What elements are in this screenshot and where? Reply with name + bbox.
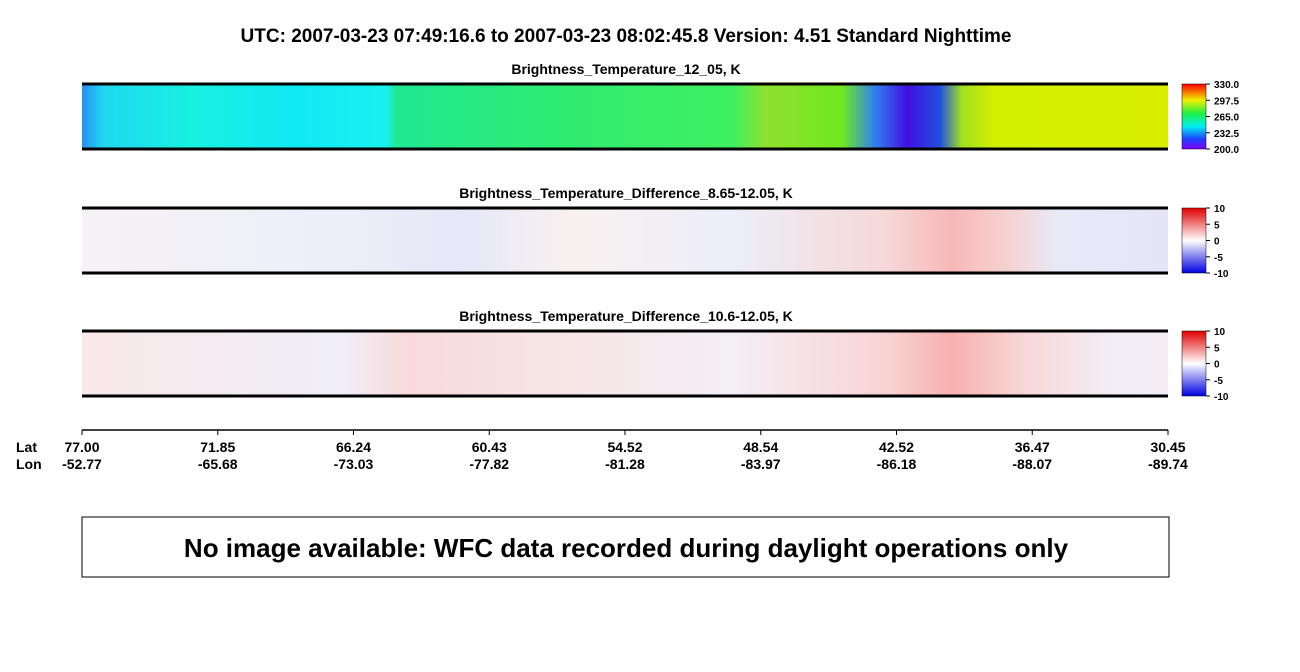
image-strip [82,331,1168,396]
lon-tick-label: -73.03 [334,456,374,472]
colorbar-tick-label: 0 [1214,360,1220,371]
colorbar [1181,330,1207,397]
image-strip [82,208,1168,273]
message-box [81,516,1170,578]
colorbar [1181,83,1207,150]
colorbar-tick-label: 5 [1214,343,1220,354]
colorbar-tick-label: 330.0 [1214,80,1239,91]
lon-tick-label: -89.74 [1148,456,1188,472]
lat-tick-label: 66.24 [336,439,371,455]
colorbar [1181,207,1207,274]
lat-tick-label: 42.52 [879,439,914,455]
lon-tick-label: -65.68 [198,456,238,472]
colorbar-tick-label: -5 [1214,376,1223,387]
lon-tick-label: -77.82 [469,456,509,472]
colorbar-tick-label: 10 [1214,327,1226,338]
lat-tick-label: 71.85 [200,439,235,455]
colorbar-tick-label: -10 [1214,392,1229,403]
colorbar-tick-label: 232.5 [1214,129,1239,140]
lat-tick-label: 36.47 [1015,439,1050,455]
image-strip [82,84,1168,149]
lat-tick-label: 60.43 [472,439,507,455]
panel-title: Brightness_Temperature_12_05, K [511,61,740,77]
lon-tick-label: -52.77 [62,456,102,472]
lon-tick-label: -81.28 [605,456,645,472]
lat-tick-label: 54.52 [607,439,642,455]
lon-tick-label: -83.97 [741,456,781,472]
panel-title: Brightness_Temperature_Difference_10.6-1… [459,308,793,324]
panel-title: Brightness_Temperature_Difference_8.65-1… [459,185,793,201]
colorbar-tick-label: -10 [1214,269,1229,280]
lat-label: Lat [16,439,37,455]
colorbar-tick-label: 5 [1214,220,1220,231]
colorbar-tick-label: 297.5 [1214,96,1239,107]
lon-label: Lon [16,456,42,472]
lat-tick-label: 30.45 [1150,439,1185,455]
colorbar-tick-label: 200.0 [1214,145,1239,156]
lon-tick-label: -88.07 [1012,456,1052,472]
colorbar-tick-label: 265.0 [1214,113,1239,124]
colorbar-tick-label: -5 [1214,253,1223,264]
lat-tick-label: 48.54 [743,439,778,455]
colorbar-tick-label: 0 [1214,237,1220,248]
message: No image available: WFC data recorded du… [184,533,1069,563]
colorbar-tick-label: 10 [1214,204,1226,215]
page-title: UTC: 2007-03-23 07:49:16.6 to 2007-03-23… [241,26,1012,47]
lat-tick-label: 77.00 [64,439,99,455]
lon-tick-label: -86.18 [877,456,917,472]
